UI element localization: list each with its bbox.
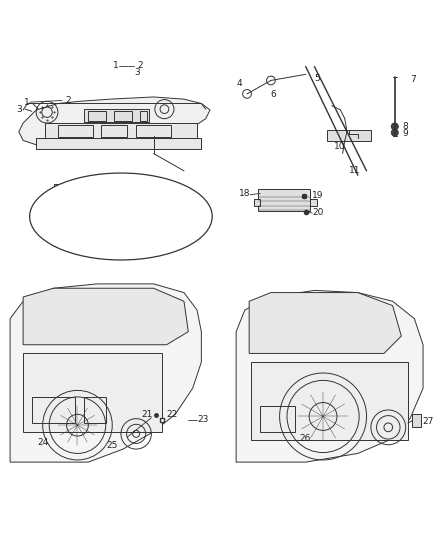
Text: 2: 2 — [66, 96, 71, 105]
Text: 25: 25 — [106, 441, 118, 450]
Text: 1: 1 — [24, 98, 30, 107]
Bar — [114, 111, 132, 121]
Text: 20: 20 — [312, 208, 324, 216]
Bar — [105, 198, 120, 211]
Text: 4: 4 — [237, 78, 243, 87]
Text: 7: 7 — [410, 75, 416, 84]
Text: 22: 22 — [166, 410, 178, 419]
Bar — [251, 362, 408, 440]
Bar — [96, 214, 118, 225]
Text: 23: 23 — [197, 415, 208, 424]
Bar — [121, 214, 143, 225]
Bar — [84, 109, 149, 122]
Bar — [101, 125, 127, 137]
Text: 9: 9 — [402, 129, 408, 138]
Bar — [23, 353, 162, 432]
Bar — [141, 198, 152, 211]
Circle shape — [391, 123, 398, 130]
Bar — [53, 184, 97, 210]
Text: 15: 15 — [130, 191, 140, 200]
Bar — [58, 195, 93, 201]
Bar — [328, 131, 371, 141]
PathPatch shape — [249, 293, 401, 353]
Circle shape — [391, 129, 398, 136]
Text: 11: 11 — [349, 166, 360, 175]
Text: 15: 15 — [199, 206, 210, 214]
Bar — [123, 198, 138, 211]
PathPatch shape — [23, 288, 188, 345]
Text: 17: 17 — [64, 216, 74, 225]
Text: 24: 24 — [37, 438, 48, 447]
Bar — [136, 125, 171, 137]
Bar — [88, 111, 106, 121]
Bar — [95, 211, 156, 227]
PathPatch shape — [236, 290, 423, 462]
Text: 27: 27 — [422, 417, 434, 426]
Bar — [310, 199, 317, 206]
Text: 2: 2 — [138, 61, 143, 70]
Text: 3: 3 — [134, 68, 140, 77]
Bar — [145, 214, 152, 225]
Bar — [141, 111, 147, 121]
Bar — [103, 195, 156, 212]
Text: 1: 1 — [113, 61, 119, 70]
Text: 19: 19 — [312, 191, 324, 200]
Bar — [254, 199, 260, 206]
Text: 26: 26 — [300, 434, 311, 443]
Bar — [412, 414, 421, 427]
Text: 3: 3 — [17, 104, 22, 114]
Bar — [36, 138, 201, 149]
Ellipse shape — [30, 173, 212, 260]
Text: 14: 14 — [78, 227, 88, 236]
Bar — [84, 397, 106, 423]
Text: 10: 10 — [334, 142, 346, 151]
Text: 18: 18 — [239, 189, 250, 198]
Text: 6: 6 — [270, 90, 276, 99]
Text: 8: 8 — [402, 122, 408, 131]
Bar — [258, 189, 310, 211]
Bar — [58, 125, 93, 137]
Bar — [260, 406, 295, 432]
Text: 16: 16 — [166, 200, 177, 209]
Text: 5: 5 — [314, 74, 320, 83]
PathPatch shape — [19, 97, 210, 147]
Bar — [45, 123, 197, 138]
Text: 21: 21 — [141, 410, 153, 419]
Bar — [62, 190, 88, 208]
Bar — [32, 397, 75, 423]
PathPatch shape — [10, 284, 201, 462]
